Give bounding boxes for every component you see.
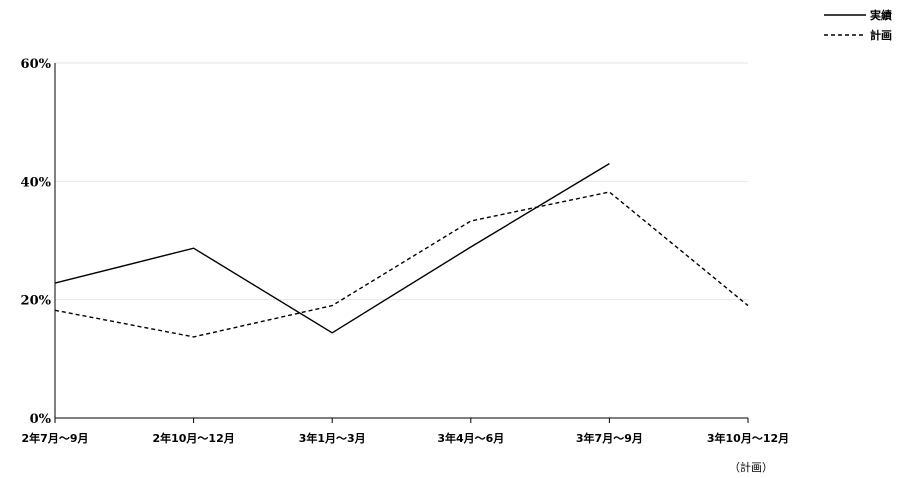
series-lines	[54, 163, 749, 338]
series-line-1	[54, 163, 610, 334]
y-tick-label: 0%	[30, 412, 52, 427]
x-tick-labels: 2年7月～9月 2年10月～12月 3年1月～3月 3年4月～6月 3年7月～9月 3年1…	[22, 431, 790, 445]
x-tick-label: 3年10月～12月	[707, 431, 789, 445]
axes	[54, 63, 749, 423]
y-tick-label: 20%	[21, 294, 52, 309]
legend-label-2: 計画	[870, 28, 892, 42]
y-tick-label: 60%	[21, 57, 52, 72]
x-tick-label: 3年1月～3月	[299, 431, 366, 445]
x-tick-label: 3年7月～9月	[576, 431, 643, 445]
x-tick-label: 2年10月～12月	[152, 431, 234, 445]
grid-lines	[55, 62, 748, 301]
x-tick-label: 3年4月～6月	[437, 431, 504, 445]
series-line-2	[54, 191, 749, 338]
plan-annotation: （計画）	[729, 460, 773, 474]
legend-label-1: 実績	[870, 8, 892, 22]
y-tick-label: 40%	[21, 175, 52, 190]
y-tick-labels: 0% 20% 40% 60%	[21, 57, 52, 427]
x-tick-label: 2年7月～9月	[22, 431, 89, 445]
